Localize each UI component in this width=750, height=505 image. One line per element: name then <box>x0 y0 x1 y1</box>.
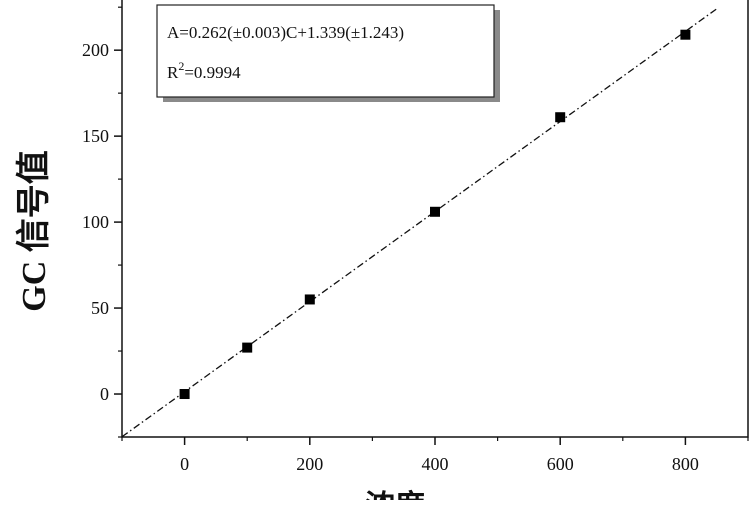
data-point <box>555 112 566 123</box>
fit-equation: A=0.262(±0.003)C+1.339(±1.243) <box>167 23 404 42</box>
x-tick-label: 800 <box>672 454 699 474</box>
r-squared-value: =0.9994 <box>184 63 241 82</box>
r-squared: R2=0.9994 <box>167 59 241 82</box>
r-squared-label: R <box>167 63 179 82</box>
data-point <box>179 389 190 400</box>
data-point <box>242 342 253 353</box>
y-tick-label: 0 <box>100 384 109 404</box>
data-point <box>430 206 440 217</box>
x-tick-label: 0 <box>180 454 189 474</box>
data-point <box>304 294 315 305</box>
data-point <box>680 29 691 40</box>
fit-line <box>121 8 718 438</box>
x-tick-label: 200 <box>296 454 323 474</box>
r-squared-power: 2 <box>178 59 184 73</box>
x-tick-label: 400 <box>422 454 449 474</box>
axes: 0 200 400 600 800 0 50 100 150 200 <box>82 6 749 474</box>
equation-box: A=0.262(±0.003)C+1.339(±1.243) R2=0.9994 <box>156 4 500 102</box>
x-tick-label: 600 <box>547 454 574 474</box>
x-axis-title: 浓度 <box>365 490 425 500</box>
fit-line-group <box>121 8 718 438</box>
data-points <box>179 29 691 400</box>
equation-box-frame <box>156 4 495 98</box>
y-tick-label: 100 <box>82 212 109 232</box>
y-tick-label: 150 <box>82 126 109 146</box>
y-axis-title: GC 信号值 <box>15 150 53 312</box>
y-tick-label: 200 <box>82 40 109 60</box>
y-tick-label: 50 <box>91 298 109 318</box>
